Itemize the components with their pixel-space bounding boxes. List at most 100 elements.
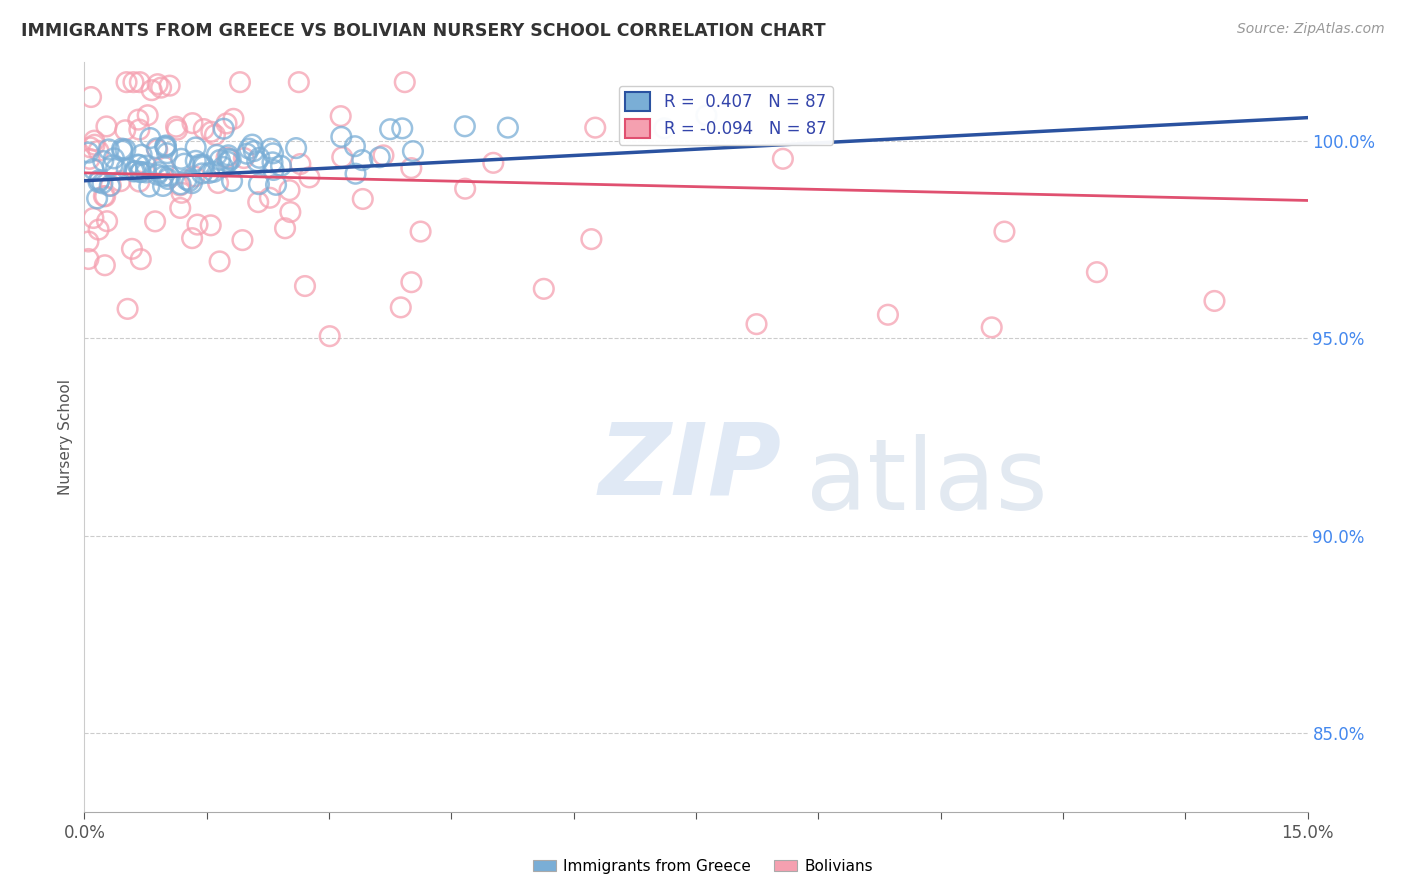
Point (181, 176, 204, 190)
Point (583, 120, 606, 135)
Point (173, 157, 195, 171)
Point (294, 279, 316, 293)
Point (533, 282, 555, 296)
Point (94, 258, 117, 272)
Point (152, 178, 174, 193)
Point (170, 186, 193, 200)
Point (183, 169, 205, 184)
Point (208, 153, 231, 167)
Text: ZIP: ZIP (598, 418, 782, 516)
Point (114, 123, 136, 137)
Point (274, 221, 297, 235)
Point (129, 252, 152, 267)
Point (152, 169, 174, 184)
Point (389, 301, 412, 315)
Point (150, 80, 173, 95)
Point (212, 121, 235, 136)
Point (152, 159, 174, 173)
Point (980, 320, 1002, 334)
Point (877, 308, 900, 322)
Legend: R =  0.407   N = 87, R = -0.094   N = 87: R = 0.407 N = 87, R = -0.094 N = 87 (619, 86, 834, 145)
Point (153, 139, 176, 153)
Point (156, 146, 179, 161)
Point (124, 164, 146, 178)
Point (260, 142, 283, 156)
Point (103, 152, 125, 166)
Point (159, 78, 181, 93)
Point (117, 301, 139, 316)
Point (138, 179, 160, 194)
Point (181, 231, 204, 245)
Point (401, 161, 423, 175)
Legend: Immigrants from Greece, Bolivians: Immigrants from Greece, Bolivians (527, 853, 879, 880)
Point (143, 214, 166, 228)
Point (122, 164, 145, 178)
Point (200, 125, 222, 139)
Point (128, 158, 150, 172)
Point (188, 158, 211, 172)
Point (111, 142, 134, 156)
Point (184, 140, 207, 154)
Point (270, 159, 292, 173)
Point (772, 152, 794, 166)
Point (652, 121, 675, 136)
Point (129, 165, 152, 179)
Point (141, 83, 163, 97)
Point (94, 189, 117, 203)
Point (77, 145, 100, 160)
Point (278, 205, 301, 219)
Point (156, 172, 179, 186)
Point (186, 218, 208, 232)
Point (89, 173, 111, 187)
Point (105, 161, 128, 176)
Point (202, 165, 225, 179)
Point (169, 178, 191, 193)
Point (219, 153, 242, 167)
Y-axis label: Nursery School: Nursery School (58, 379, 73, 495)
Point (128, 75, 150, 89)
Point (91, 154, 114, 169)
Point (146, 77, 169, 91)
Point (212, 160, 235, 174)
Point (330, 150, 353, 164)
Point (193, 122, 215, 136)
Point (79, 140, 101, 154)
Point (169, 178, 191, 192)
Point (136, 108, 159, 122)
Point (285, 141, 308, 155)
Point (401, 275, 423, 289)
Point (111, 144, 134, 158)
Point (264, 178, 287, 192)
Point (240, 137, 263, 152)
Point (352, 192, 374, 206)
Point (215, 116, 238, 130)
Point (236, 146, 259, 161)
Point (127, 158, 149, 172)
Point (184, 153, 207, 168)
Point (87, 175, 110, 189)
Point (343, 139, 366, 153)
Point (82, 162, 104, 177)
Point (91, 176, 114, 190)
Point (402, 144, 425, 158)
Point (115, 161, 138, 176)
Point (482, 156, 505, 170)
Point (278, 183, 301, 197)
Point (135, 165, 157, 179)
Point (352, 153, 374, 168)
Point (115, 75, 138, 89)
Point (217, 148, 239, 162)
Point (93, 189, 115, 203)
Point (238, 142, 260, 156)
Point (247, 151, 270, 165)
Point (101, 158, 124, 172)
Point (114, 142, 136, 156)
Point (146, 143, 169, 157)
Point (217, 154, 239, 169)
Text: IMMIGRANTS FROM GREECE VS BOLIVIAN NURSERY SCHOOL CORRELATION CHART: IMMIGRANTS FROM GREECE VS BOLIVIAN NURSE… (21, 22, 825, 40)
Point (298, 170, 321, 185)
Point (215, 151, 238, 165)
Point (391, 121, 413, 136)
Point (993, 225, 1015, 239)
Point (368, 150, 391, 164)
